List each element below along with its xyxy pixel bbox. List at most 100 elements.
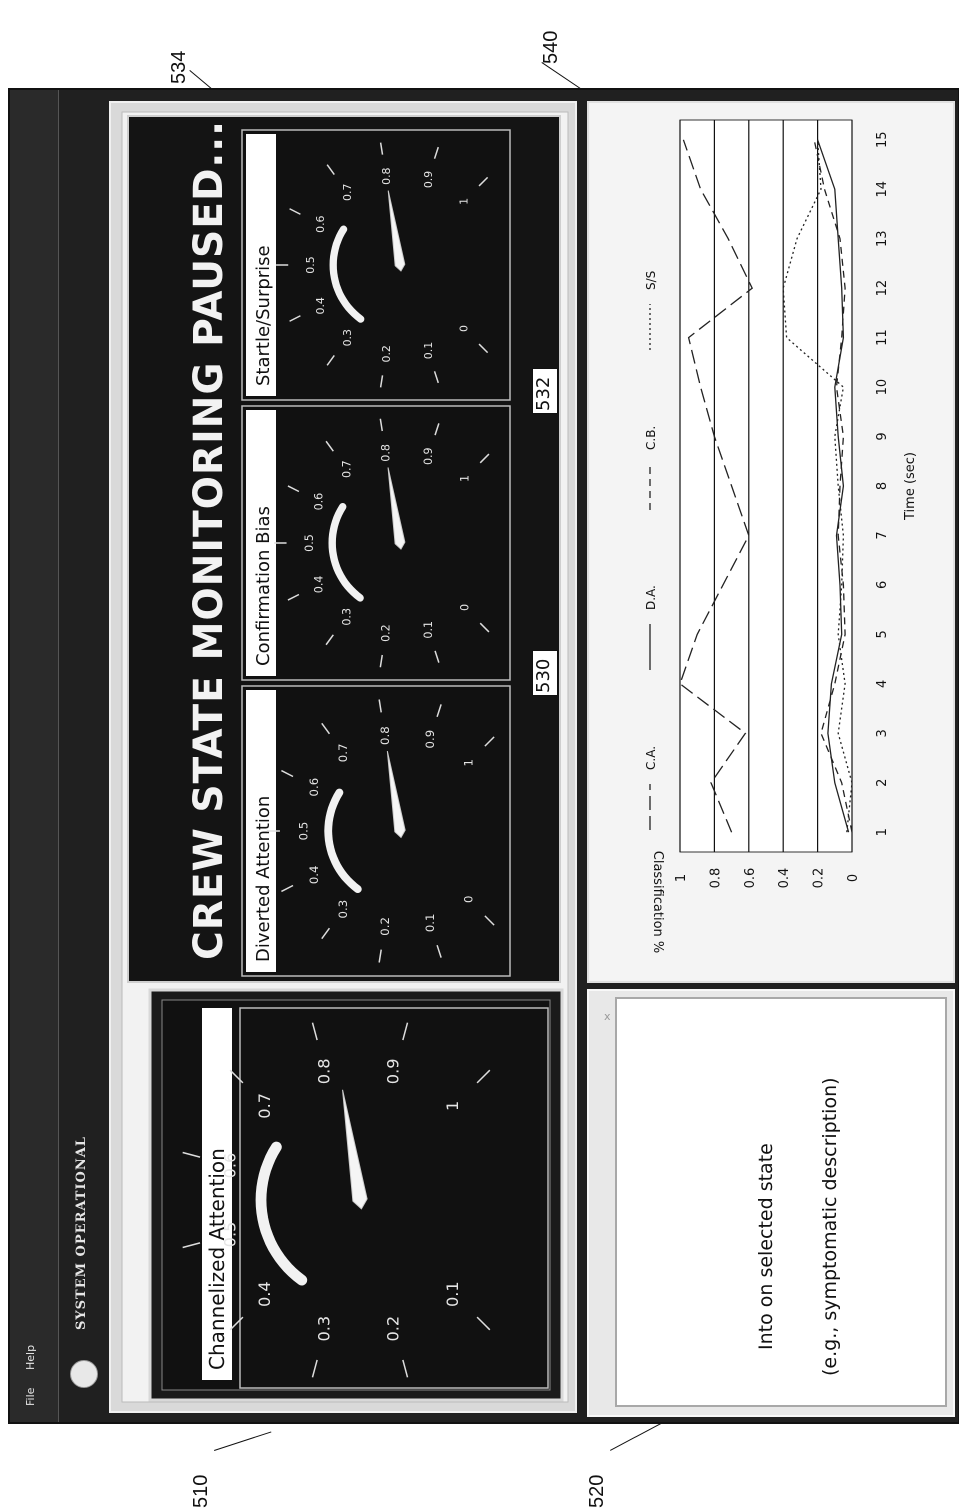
chart-x-tick-label: 9 xyxy=(875,432,890,440)
gauge-0-tick-group: 0.6 xyxy=(307,778,321,797)
gauge-0-tick-group: 0.4 xyxy=(307,866,321,885)
gauge-0-tick-mark xyxy=(436,704,442,718)
gauge-2-title-bar xyxy=(246,134,276,396)
chart-x-tick-label: 7 xyxy=(875,531,890,539)
gauge-0-tick-mark xyxy=(436,944,442,958)
chart-x-tick-label: 3 xyxy=(875,729,890,737)
gauge-2-tick-mark xyxy=(326,164,335,176)
gauge-main-tick-group: 0.2 xyxy=(383,1316,402,1342)
gauge-1-tick-mark xyxy=(287,485,300,493)
chart-x-axis-label: Time (sec) xyxy=(903,452,918,521)
gauge-0-tick-group: 0.2 xyxy=(378,917,392,936)
menu-bar: File Help xyxy=(10,90,59,1422)
gauge-1-tick-mark xyxy=(287,593,300,601)
gauge-2-tick-group: 0.2 xyxy=(380,345,393,362)
gauge-main-tick-mark xyxy=(402,1359,409,1378)
gauge-0-tick-label: 0.6 xyxy=(307,778,321,797)
gauge-main-tick-label: 0.1 xyxy=(443,1281,462,1307)
gauge-0-tick-group: 0.5 xyxy=(296,822,310,841)
gauge-main-tick-mark xyxy=(182,1151,201,1158)
reference-label-510: 510 xyxy=(190,1474,212,1508)
chart-series-line xyxy=(679,139,754,833)
info-line-1: Into on selected state xyxy=(755,1143,777,1350)
application-screen: File Help SYSTEM OPERATIONAL x Channeliz… xyxy=(8,88,959,1424)
gauge-1-tick-label: 0.1 xyxy=(422,621,435,639)
channelized-attention-title-bar xyxy=(202,1008,232,1380)
gauge-2-tick-group: 0.1 xyxy=(422,342,435,359)
gauge-0-tick-mark xyxy=(281,884,294,893)
gauge-2-tick-label: 0.9 xyxy=(422,171,435,188)
gauge-2-tick-group: 0.8 xyxy=(380,167,393,184)
gauge-0-tick-group: 0 xyxy=(461,896,475,903)
gauge-1-tick-group: 1 xyxy=(459,475,472,482)
gauge-2-tick-group: 0 xyxy=(458,325,471,332)
chart-x-tick-group: 4 xyxy=(875,680,890,688)
gauge-0-tick-mark xyxy=(321,722,331,735)
gauge-2-tick-label: 0.3 xyxy=(341,329,354,346)
gauge-main-frame xyxy=(239,1007,549,1389)
gauge-main-tick-label: 0.3 xyxy=(315,1316,334,1342)
chart-y-tick-label: 0 xyxy=(846,874,861,882)
gauge-1-tick-group: 0.1 xyxy=(422,621,435,639)
gauge-2-tick-label: 0.2 xyxy=(380,345,393,362)
gauge-2-tick-mark xyxy=(433,146,440,159)
gauge-1-tick-group: 0.9 xyxy=(422,447,435,465)
gauge-0-tick-mark xyxy=(484,915,495,926)
gauge-main-arc xyxy=(255,1141,308,1286)
gauge-main-tick-group: 0.8 xyxy=(315,1058,334,1084)
chart-x-tick-label: 5 xyxy=(875,630,890,638)
small-gauges-group: Diverted Attention 0 0.1 0.2 0.3 0.4 0.5 0.6 0.7… xyxy=(241,129,511,977)
gauge-1-tick-mark xyxy=(479,622,490,633)
gauge-1-arc xyxy=(328,503,364,602)
gauge-1-tick-group: 0.7 xyxy=(340,460,353,478)
gauge-2-tick-group: 0.6 xyxy=(314,215,327,232)
gauge-0-frame xyxy=(241,685,511,977)
gauge-1-tick-label: 0.2 xyxy=(380,624,393,642)
gauge-0-tick-label: 0 xyxy=(461,896,475,903)
gauge-0-tick-group: 0.7 xyxy=(336,744,350,763)
gauge-main-tick-group: 0.4 xyxy=(255,1281,274,1307)
gauge-main-tick-mark xyxy=(311,1359,318,1378)
gauge-2-title: Startle/Surprise xyxy=(253,245,274,386)
gauge-1-tick-mark xyxy=(325,440,334,452)
chart-x-tick-label: 10 xyxy=(875,379,890,396)
chart-plot-area xyxy=(679,119,853,853)
chart-legend-label: C.B. xyxy=(644,426,658,450)
gauge-2-tick-label: 1 xyxy=(458,198,471,205)
gauge-1-tick-group: 0.5 xyxy=(303,534,316,552)
chart-y-axis-label: Classification % xyxy=(650,851,665,954)
info-window-close-icon[interactable]: x xyxy=(604,1010,611,1023)
gauge-0-tick-group: 0.1 xyxy=(423,914,437,933)
reference-box-530: 530 xyxy=(532,650,558,696)
gauge-main-tick-label: 0.5 xyxy=(220,1222,239,1248)
gauge-0-tick-group: 1 xyxy=(461,759,475,766)
chart-y-tick-group: 0.2 xyxy=(812,868,827,889)
chart-x-tick-group: 12 xyxy=(875,280,890,297)
gauge-1-frame xyxy=(241,405,511,681)
gauge-0-tick-mark xyxy=(378,699,382,713)
gauge-1-tick-label: 0.6 xyxy=(313,493,326,511)
chart-legend-label: S/S xyxy=(644,271,658,290)
chart-x-axis-label-group: Time (sec) xyxy=(903,452,918,521)
gauge-1-tick-label: 0.8 xyxy=(380,444,393,462)
gauge-0-arc xyxy=(324,788,362,894)
gauge-1-tick-group: 0.2 xyxy=(380,624,393,642)
gauge-0-tick-mark xyxy=(281,769,294,778)
gauge-0-tick-group: 0.3 xyxy=(336,900,350,919)
gauge-1-tick-mark xyxy=(379,418,383,432)
gauge-main-tick-group: 0.5 xyxy=(220,1222,239,1248)
info-line-2: (e.g., symptomatic description) xyxy=(819,1077,841,1376)
reference-box-532: 532 xyxy=(532,368,558,414)
gauge-2-needle xyxy=(387,190,406,272)
chart-x-tick-group: 11 xyxy=(875,329,890,346)
gauge-1-tick-group: 0.6 xyxy=(313,493,326,511)
gauge-0-title: Diverted Attention xyxy=(253,796,274,962)
gauge-0-tick-label: 0.3 xyxy=(336,900,350,919)
gauge-2-tick-group: 0.7 xyxy=(341,184,354,201)
gauge-0-needle xyxy=(386,750,406,839)
chart-x-tick-label: 1 xyxy=(875,828,890,836)
gauge-main-tick-label: 0.4 xyxy=(255,1281,274,1307)
chart-x-tick-label: 11 xyxy=(875,329,890,346)
chart-y-tick-group: 0.8 xyxy=(708,868,723,889)
chart-legend-group: C.B. xyxy=(644,426,658,450)
